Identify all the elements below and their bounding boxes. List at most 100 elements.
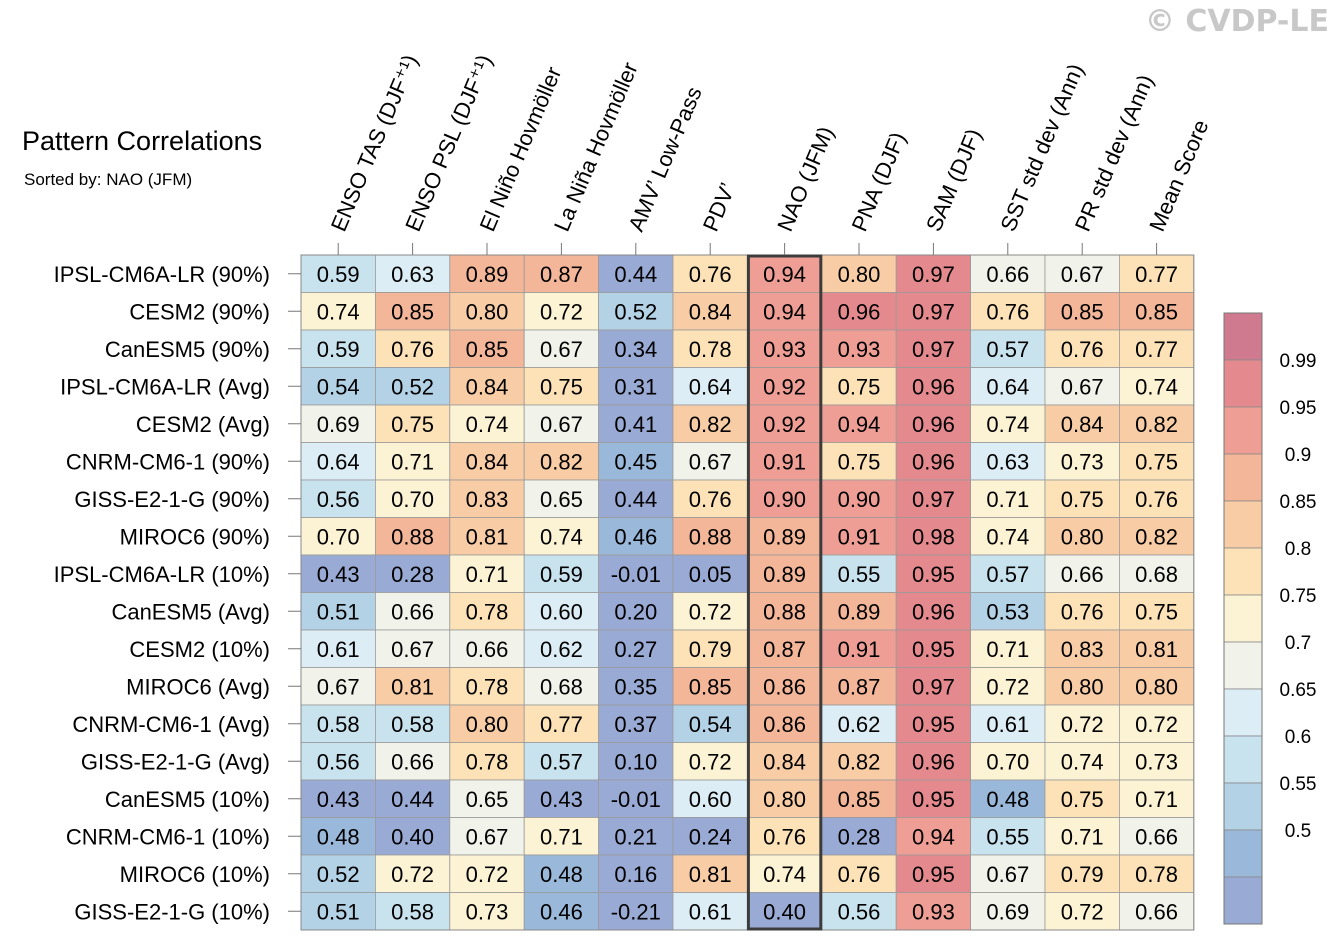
cell-value-label: 0.85 [838, 787, 881, 812]
cell-value-label: 0.94 [838, 412, 881, 437]
heatmap-cell [747, 704, 823, 743]
cell-value-label: 0.56 [317, 749, 360, 774]
cell-value-label: 0.65 [540, 487, 583, 512]
cell-value-label: 0.69 [986, 899, 1029, 924]
cell-value-label: 0.76 [838, 862, 881, 887]
cell-value-label: 0.67 [391, 637, 434, 662]
heatmap-cell [970, 329, 1046, 368]
column-label: Mean Score [1144, 116, 1213, 235]
cell-value-label: 0.72 [540, 299, 583, 324]
heatmap-cell [672, 742, 748, 781]
cell-value-label: 0.90 [838, 487, 881, 512]
cell-value-label: 0.51 [317, 899, 360, 924]
heatmap-cell [970, 367, 1046, 406]
cell-value-label: 0.70 [986, 749, 1029, 774]
cell-value-label: -0.01 [611, 787, 661, 812]
heatmap-cell [672, 592, 748, 631]
heatmap-cell [1044, 667, 1120, 706]
cell-value-label: 0.86 [763, 674, 806, 699]
row-label: CESM2 (Avg) [136, 412, 270, 437]
heatmap-cell [821, 817, 897, 856]
cell-value-label: 0.74 [1061, 749, 1104, 774]
cell-value-label: 0.67 [466, 824, 509, 849]
cell-value-label: 0.80 [1061, 674, 1104, 699]
heatmap-cell [300, 329, 376, 368]
heatmap-cell [1119, 479, 1195, 518]
column-label: PDV’ [698, 179, 741, 235]
cell-value-label: 0.76 [689, 487, 732, 512]
cell-value-label: 0.75 [1061, 787, 1104, 812]
heatmap-cell [598, 554, 674, 593]
heatmap-cell [747, 892, 823, 931]
cell-value-label: 0.28 [391, 562, 434, 587]
cell-value-label: 0.91 [838, 524, 881, 549]
heatmap-cell [895, 704, 972, 743]
cell-value-label: 0.31 [614, 374, 657, 399]
cell-value-label: 0.60 [689, 787, 732, 812]
colorbar-label: 0.5 [1285, 821, 1311, 842]
heatmap-cell [970, 404, 1046, 443]
cell-value-label: 0.52 [614, 299, 657, 324]
cell-value-label: 0.64 [986, 374, 1029, 399]
heatmap-cell [895, 329, 972, 368]
cell-value-label: 0.71 [466, 562, 509, 587]
heatmap-cell [300, 742, 376, 781]
cell-value-label: 0.88 [689, 524, 732, 549]
cell-value-label: 0.82 [1135, 412, 1178, 437]
cell-value-label: 0.58 [391, 899, 434, 924]
cell-value-label: 0.77 [540, 712, 583, 737]
watermark: © CVDP-LE [1144, 4, 1329, 39]
cell-value-label: 0.75 [1135, 599, 1178, 624]
heatmap-cell [300, 854, 376, 893]
cell-value-label: 0.67 [317, 674, 360, 699]
cell-value-label: 0.05 [689, 562, 732, 587]
cell-value-label: 0.72 [986, 674, 1029, 699]
cell-value-label: 0.27 [614, 637, 657, 662]
cell-value-label: 0.98 [912, 524, 955, 549]
cell-value-label: 0.73 [1061, 449, 1104, 474]
colorbar-swatch [1223, 688, 1263, 737]
heatmap-cell [523, 517, 600, 556]
heatmap-cell [300, 779, 376, 818]
heatmap-cell [895, 517, 972, 556]
cell-value-label: 0.82 [689, 412, 732, 437]
cell-value-label: 0.24 [689, 824, 732, 849]
cell-value-label: 0.87 [838, 674, 881, 699]
cell-value-label: 0.85 [689, 674, 732, 699]
chart-subtitle: Sorted by: NAO (JFM) [24, 170, 193, 189]
cell-value-label: 0.94 [912, 824, 955, 849]
heatmap-cell [747, 292, 823, 331]
cell-value-label: 0.48 [540, 862, 583, 887]
heatmap-cell [449, 367, 525, 406]
cell-value-label: 0.55 [838, 562, 881, 587]
row-label: CanESM5 (Avg) [111, 599, 270, 624]
heatmap-cell [598, 667, 674, 706]
cell-value-label: 0.48 [986, 787, 1029, 812]
heatmap-cell [970, 479, 1046, 518]
heatmap-cell [598, 292, 674, 331]
cell-value-label: 0.66 [391, 599, 434, 624]
heatmap-cell [374, 704, 451, 743]
heatmap-cell [895, 442, 972, 481]
colorbar-swatch [1223, 735, 1263, 784]
colorbar-swatch [1223, 547, 1263, 596]
heatmap-cell [1044, 254, 1120, 293]
colorbar-swatch [1223, 594, 1263, 643]
heatmap-cell [598, 479, 674, 518]
cell-value-label: 0.71 [986, 637, 1029, 662]
heatmap-cell [523, 892, 600, 931]
heatmap-cell [523, 854, 600, 893]
heatmap-cell [300, 667, 376, 706]
heatmap-cell [1044, 779, 1120, 818]
cell-value-label: 0.54 [689, 712, 732, 737]
cell-value-label: 0.62 [838, 712, 881, 737]
heatmap-cell [598, 367, 674, 406]
cell-value-label: 0.66 [1135, 899, 1178, 924]
cell-value-label: 0.89 [763, 524, 806, 549]
cell-value-label: 0.76 [1061, 599, 1104, 624]
heatmap-cell [672, 892, 748, 931]
cell-value-label: 0.41 [614, 412, 657, 437]
cell-value-label: 0.34 [614, 337, 657, 362]
colorbar-label: 0.9 [1285, 445, 1311, 466]
